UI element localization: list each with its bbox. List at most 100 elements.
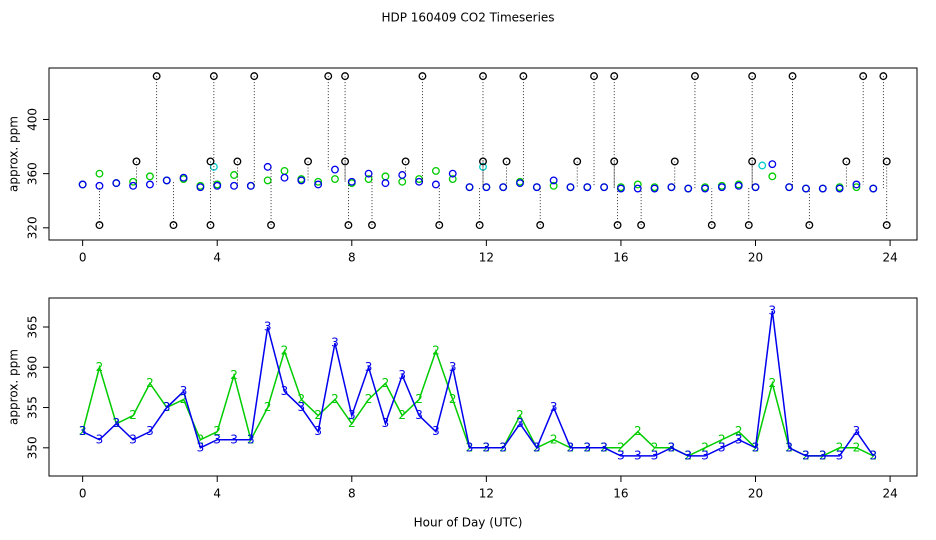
point-marker: 3 xyxy=(298,400,306,414)
point-marker: 3 xyxy=(314,424,322,438)
point xyxy=(381,179,390,188)
plot-frame xyxy=(48,297,918,477)
point xyxy=(364,175,373,184)
point-marker: 2 xyxy=(701,440,709,454)
point-marker: 3 xyxy=(163,400,171,414)
point xyxy=(818,184,827,193)
point-marker: 3 xyxy=(264,319,272,333)
point xyxy=(448,169,457,178)
point xyxy=(230,181,238,190)
point-marker: 3 xyxy=(213,432,221,446)
point xyxy=(196,183,205,192)
point-marker: 2 xyxy=(432,344,440,358)
point xyxy=(398,171,407,179)
point xyxy=(213,181,222,190)
point-marker: 3 xyxy=(466,440,474,454)
point xyxy=(566,183,575,192)
point xyxy=(613,221,622,230)
point-marker: 3 xyxy=(600,440,608,454)
x-tick-label: 16 xyxy=(613,487,628,501)
point-marker: 2 xyxy=(398,408,406,422)
point-marker: 3 xyxy=(802,448,810,462)
point xyxy=(280,166,289,175)
point-marker: 3 xyxy=(331,336,339,350)
point xyxy=(768,172,777,181)
point xyxy=(341,157,350,166)
point-marker: 3 xyxy=(684,448,692,462)
point xyxy=(583,183,592,192)
point xyxy=(78,180,87,189)
point xyxy=(95,221,104,230)
point-marker: 2 xyxy=(516,408,524,422)
point-marker: 3 xyxy=(769,303,777,317)
point-marker: 3 xyxy=(129,432,137,446)
point xyxy=(331,165,339,174)
y-tick-label: 320 xyxy=(26,216,40,239)
point-marker: 2 xyxy=(550,432,558,446)
point xyxy=(842,157,851,166)
point-marker: 3 xyxy=(785,440,793,454)
series-line xyxy=(82,310,874,457)
point xyxy=(610,157,619,166)
point xyxy=(882,221,891,230)
point-marker: 3 xyxy=(382,416,390,430)
point xyxy=(280,173,289,182)
x-tick-label: 8 xyxy=(348,487,356,501)
point xyxy=(882,157,891,166)
point-marker: 3 xyxy=(449,360,457,374)
point xyxy=(145,180,154,189)
point-marker: 3 xyxy=(533,440,541,454)
point xyxy=(633,184,642,193)
point xyxy=(691,72,699,81)
point xyxy=(748,157,757,166)
y-axis-label: approx. ppm xyxy=(7,116,21,192)
point xyxy=(600,183,609,192)
point xyxy=(95,169,104,178)
point xyxy=(431,180,440,189)
x-tick-label: 24 xyxy=(882,251,897,265)
x-tick-label: 0 xyxy=(79,487,87,501)
point-marker: 3 xyxy=(567,440,575,454)
point xyxy=(684,184,693,193)
point xyxy=(549,176,558,185)
point xyxy=(263,162,272,171)
point-marker: 2 xyxy=(129,408,137,422)
point xyxy=(465,183,474,192)
point xyxy=(879,72,888,81)
point xyxy=(519,72,528,81)
point-marker: 2 xyxy=(331,392,339,406)
point-marker: 3 xyxy=(819,448,827,462)
point xyxy=(701,184,709,193)
point xyxy=(549,181,558,190)
point xyxy=(869,184,878,193)
point-marker: 3 xyxy=(634,448,642,462)
point-marker: 3 xyxy=(398,368,406,382)
point xyxy=(479,72,487,81)
point-marker: 3 xyxy=(583,440,591,454)
y-tick-label: 360 xyxy=(26,356,40,379)
point-marker: 3 xyxy=(836,448,844,462)
point xyxy=(751,183,760,192)
point xyxy=(573,157,582,166)
point-marker: 3 xyxy=(112,416,120,430)
point xyxy=(852,183,861,192)
point xyxy=(802,184,810,193)
point xyxy=(381,172,390,181)
point-marker: 2 xyxy=(298,392,306,406)
point xyxy=(448,175,457,184)
point-marker: 2 xyxy=(651,440,659,454)
point xyxy=(129,177,138,186)
point xyxy=(859,72,868,81)
x-tick-label: 0 xyxy=(79,251,87,265)
point-marker: 2 xyxy=(365,392,373,406)
point xyxy=(206,157,215,166)
point xyxy=(152,72,161,81)
point xyxy=(398,177,407,186)
point xyxy=(209,72,218,81)
point-marker: 2 xyxy=(836,440,844,454)
point xyxy=(263,176,272,185)
point-marker: 3 xyxy=(96,432,104,446)
point-marker: 3 xyxy=(617,448,625,462)
point xyxy=(246,181,255,190)
point xyxy=(132,157,141,166)
